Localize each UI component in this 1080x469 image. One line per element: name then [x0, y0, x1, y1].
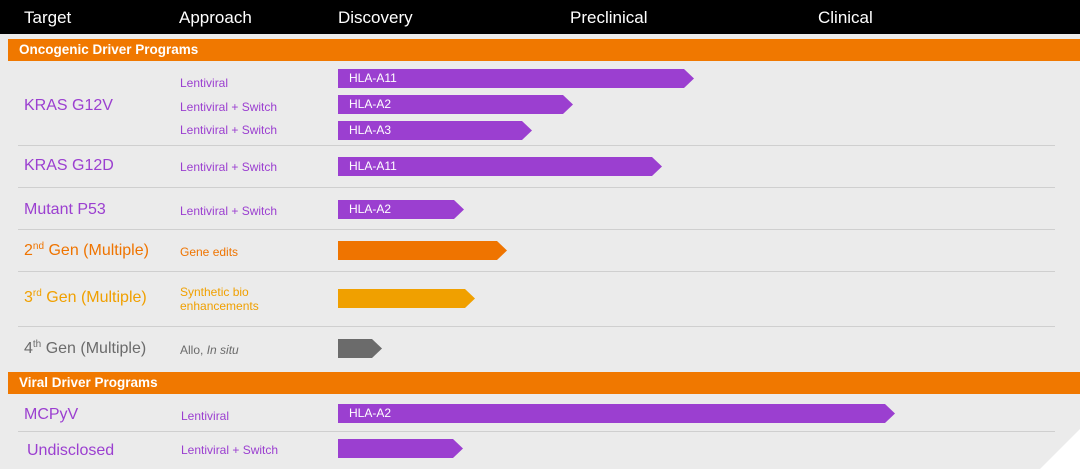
- target-rest: Gen (Multiple): [44, 242, 149, 259]
- pipeline-header: Target Approach Discovery Preclinical Cl…: [0, 0, 1080, 34]
- approach-2nd-gen: Gene edits: [180, 245, 239, 259]
- target-undisclosed: Undisclosed: [27, 442, 115, 459]
- approach-mutant-p53: Lentiviral + Switch: [180, 204, 278, 218]
- hla-label: HLA-A2: [349, 97, 392, 111]
- approach-kras-g12v-1: Lentiviral: [180, 76, 229, 90]
- approach-kras-g12v-2: Lentiviral + Switch: [180, 100, 278, 114]
- bar-mcpyv-a2: HLA-A2: [338, 404, 895, 423]
- bar-undisclosed: [338, 439, 463, 458]
- approach-undisclosed: Lentiviral + Switch: [181, 443, 279, 457]
- header-clinical: Clinical: [818, 8, 873, 27]
- bar-mutant-p53-a2: HLA-A2: [338, 200, 464, 219]
- bar-3rd-gen: [338, 289, 475, 308]
- section-viral-label: Viral Driver Programs: [19, 375, 158, 390]
- bar-4th-gen: [338, 339, 382, 358]
- ordinal: 4: [24, 340, 33, 357]
- approach-prefix: Allo,: [180, 343, 207, 357]
- target-3rd-gen: 3rd Gen (Multiple): [24, 289, 147, 307]
- bar-kras-g12v-a11: HLA-A11: [338, 69, 694, 88]
- target-mutant-p53: Mutant P53: [24, 201, 106, 218]
- hla-label: HLA-A11: [349, 71, 397, 85]
- approach-mcpyv: Lentiviral: [181, 409, 230, 423]
- row-divider: [18, 229, 1055, 230]
- bar-2nd-gen: [338, 241, 507, 260]
- bar-kras-g12v-a2: HLA-A2: [338, 95, 573, 114]
- approach-3rd-gen: Synthetic bio enhancements: [180, 285, 259, 313]
- header-approach: Approach: [179, 8, 252, 27]
- panel-corner: [1040, 429, 1080, 469]
- target-rest: Gen (Multiple): [41, 340, 147, 357]
- ordinal-suffix: rd: [32, 288, 42, 299]
- approach-kras-g12d: Lentiviral + Switch: [180, 160, 278, 174]
- row-divider: [18, 145, 1055, 146]
- ordinal: 3: [24, 289, 33, 306]
- bar-kras-g12d-a11: HLA-A11: [338, 157, 662, 176]
- header-target: Target: [24, 8, 72, 27]
- row-divider: [18, 271, 1055, 272]
- target-mcpyv: MCPyV: [24, 406, 79, 423]
- row-divider: [18, 187, 1055, 188]
- approach-4th-gen: Allo, In situ: [180, 343, 239, 357]
- hla-label: HLA-A11: [349, 159, 397, 173]
- approach-italic: In situ: [206, 343, 239, 357]
- target-4th-gen: 4th Gen (Multiple): [24, 340, 146, 358]
- row-divider: [18, 326, 1055, 327]
- hla-label: HLA-A3: [349, 123, 392, 137]
- target-2nd-gen: 2nd Gen (Multiple): [24, 242, 149, 260]
- target-rest: Gen (Multiple): [41, 289, 147, 306]
- hla-label: HLA-A2: [349, 406, 392, 420]
- ordinal-suffix: nd: [32, 241, 45, 252]
- hla-label: HLA-A2: [349, 202, 392, 216]
- section-oncogenic-label: Oncogenic Driver Programs: [19, 42, 199, 57]
- section-oncogenic: Oncogenic Driver Programs: [8, 39, 1080, 61]
- approach-line-1: Synthetic bio: [180, 285, 249, 299]
- target-kras-g12v: KRAS G12V: [24, 97, 113, 114]
- ordinal-suffix: th: [32, 339, 42, 350]
- target-kras-g12d: KRAS G12D: [24, 157, 114, 174]
- approach-line-2: enhancements: [180, 299, 259, 313]
- header-preclinical: Preclinical: [570, 8, 648, 27]
- ordinal: 2: [24, 242, 33, 259]
- section-viral: Viral Driver Programs: [8, 372, 1080, 394]
- approach-kras-g12v-3: Lentiviral + Switch: [180, 123, 278, 137]
- bar-kras-g12v-a3: HLA-A3: [338, 121, 532, 140]
- row-divider: [18, 431, 1055, 432]
- header-discovery: Discovery: [338, 8, 413, 27]
